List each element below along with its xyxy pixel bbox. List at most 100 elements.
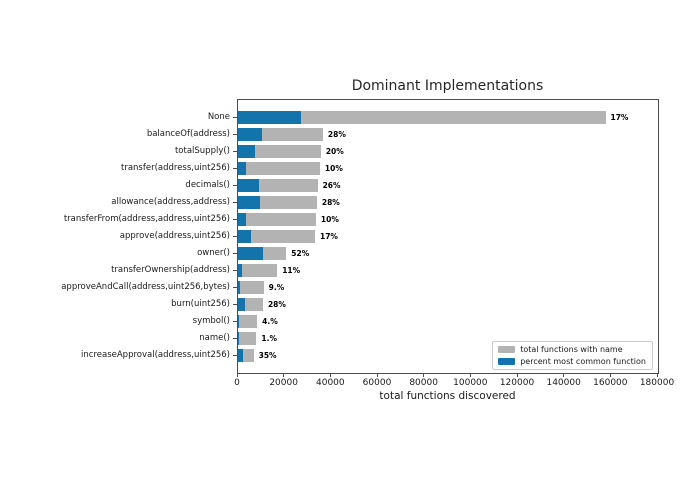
legend-swatch-gray <box>498 346 516 353</box>
bar-row: 10% <box>233 162 658 175</box>
y-tick-label: transfer(address,uint256) <box>121 163 230 173</box>
x-tick-label: 120000 <box>499 378 535 388</box>
y-tick-mark <box>233 151 237 152</box>
x-tick-label: 140000 <box>546 378 581 388</box>
x-tick-label: 180000 <box>639 378 675 388</box>
bar-most-common-function <box>238 298 245 311</box>
bar-row: 28% <box>233 196 658 209</box>
bar-most-common-function <box>238 213 246 226</box>
bar-row: 35% <box>233 349 658 362</box>
bar-row: 1.% <box>233 332 658 345</box>
legend-entry-percent: percent most common function <box>498 357 646 366</box>
bar-most-common-function <box>238 145 255 158</box>
legend-label-percent: percent most common function <box>520 357 646 366</box>
chart-title: Dominant Implementations <box>351 78 544 94</box>
y-tick-mark <box>233 185 237 186</box>
bar-total-functions <box>238 332 257 345</box>
bar-percent-label: 35% <box>258 351 277 360</box>
bar-percent-label: 10% <box>324 164 343 173</box>
x-tick-label: 20000 <box>269 378 298 388</box>
bar-percent-label: 28% <box>327 130 346 139</box>
y-tick-mark <box>233 168 237 169</box>
bar-most-common-function <box>238 162 247 175</box>
bar-percent-label: 10% <box>320 215 339 224</box>
x-tick-label: 160000 <box>593 378 628 388</box>
bar-row: 20% <box>233 145 658 158</box>
y-tick-mark <box>233 287 237 288</box>
bar-most-common-function <box>238 230 252 243</box>
y-tick-label: transferOwnership(address) <box>111 265 230 275</box>
y-tick-label: burn(uint256) <box>171 299 230 309</box>
bar-percent-label: 26% <box>322 181 341 190</box>
bar-most-common-function <box>238 315 239 328</box>
y-tick-label: transferFrom(address,address,uint256) <box>63 214 230 224</box>
x-tick-mark <box>423 373 425 377</box>
y-tick-label: approve(address,uint256) <box>119 231 230 241</box>
bar-total-functions <box>238 213 316 226</box>
bar-most-common-function <box>238 128 262 141</box>
legend-label-total: total functions with name <box>520 345 623 354</box>
x-tick-label: 60000 <box>362 378 392 388</box>
x-tick-label: 80000 <box>409 378 438 388</box>
bar-total-functions <box>238 162 320 175</box>
bar-total-functions <box>238 111 606 124</box>
bar-percent-label: 9.% <box>268 283 285 292</box>
x-tick-mark <box>236 373 238 377</box>
bar-total-functions <box>238 145 321 158</box>
y-tick-label: None <box>207 112 230 122</box>
legend: total functions with name percent most c… <box>492 341 653 370</box>
bar-row: 10% <box>233 213 658 226</box>
bar-percent-label: 17% <box>320 232 338 241</box>
x-tick-mark <box>283 373 285 377</box>
bar-percent-label: 1.% <box>261 334 278 343</box>
y-tick-mark <box>233 304 237 305</box>
y-tick-mark <box>233 253 237 254</box>
bar-percent-label: 20% <box>325 147 344 156</box>
y-tick-mark <box>233 117 237 118</box>
bar-total-functions <box>238 315 258 328</box>
bar-percent-label: 52% <box>291 249 310 258</box>
x-tick-mark <box>516 373 518 377</box>
bar-percent-label: 4.% <box>262 317 278 326</box>
y-tick-mark <box>233 202 237 203</box>
x-axis-label: total functions discovered <box>379 390 516 402</box>
bar-row: 17% <box>233 230 658 243</box>
bar-percent-label: 11% <box>282 266 301 275</box>
legend-swatch-blue <box>498 358 516 365</box>
x-tick-mark <box>329 373 331 377</box>
y-tick-label: allowance(address,address) <box>111 197 230 207</box>
bar-percent-label: 28% <box>321 198 340 207</box>
bar-percent-label: 28% <box>267 300 286 309</box>
legend-entry-total: total functions with name <box>498 345 646 354</box>
bar-row: 4.% <box>233 315 658 328</box>
y-tick-mark <box>233 355 237 356</box>
bar-most-common-function <box>238 111 301 124</box>
y-tick-label: symbol() <box>192 316 230 326</box>
bar-row: 28% <box>233 298 658 311</box>
bar-row: 17% <box>233 111 658 124</box>
y-tick-label: owner() <box>197 248 230 258</box>
y-tick-mark <box>233 338 237 339</box>
bar-most-common-function <box>238 247 264 260</box>
x-tick-mark <box>376 373 378 377</box>
y-tick-mark <box>233 270 237 271</box>
y-tick-label: approveAndCall(address,uint256,bytes) <box>61 282 230 292</box>
plot-area: 17% 28% 20% 10% 26% 28% 10% 17% 52% 11% 9.% 28% 4.% 1… <box>233 99 659 374</box>
y-tick-mark <box>233 321 237 322</box>
y-tick-mark <box>233 219 237 220</box>
bar-row: 11% <box>233 264 658 277</box>
y-tick-label: decimals() <box>185 180 230 190</box>
bar-total-functions <box>238 281 264 294</box>
y-tick-label: increaseApproval(address,uint256) <box>81 350 230 360</box>
bar-most-common-function <box>238 179 259 192</box>
bar-percent-label: 17% <box>610 113 629 122</box>
bar-total-functions <box>238 230 315 243</box>
y-tick-mark <box>233 236 237 237</box>
bar-row: 52% <box>233 247 658 260</box>
bar-row: 26% <box>233 179 658 192</box>
x-tick-mark <box>469 373 471 377</box>
x-tick-label: 0 <box>234 378 240 388</box>
y-tick-label: name() <box>199 333 230 343</box>
bar-row: 9.% <box>233 281 658 294</box>
